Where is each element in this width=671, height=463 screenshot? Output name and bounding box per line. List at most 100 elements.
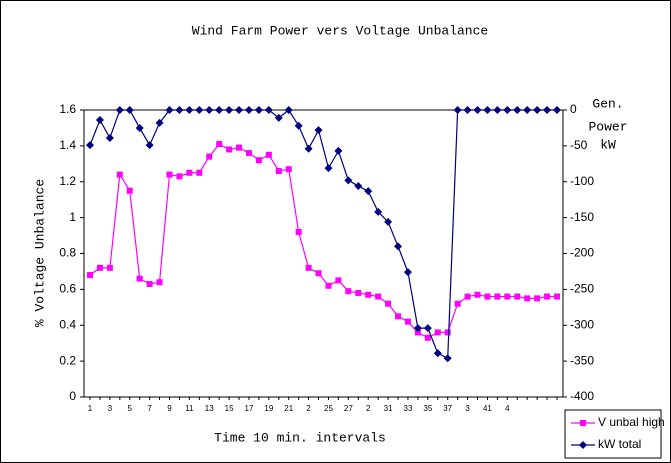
x-tick-label: 17 [245,404,254,413]
point [264,106,273,114]
point [126,187,133,194]
point [125,106,134,114]
point [196,169,203,176]
x-tick-label: 27 [344,404,353,413]
point [503,106,512,114]
point [275,167,282,174]
point [579,441,587,449]
y2-axis-title: Gen. [592,96,623,111]
x-tick-label: 33 [404,404,413,413]
x-tick-label: 11 [185,404,194,413]
legend-label: V unbal high [598,415,665,429]
y-tick-label: 0.8 [59,246,76,260]
point [554,293,560,300]
point [534,295,541,302]
point [513,106,522,114]
point [295,228,302,235]
point [355,289,362,296]
point [444,329,451,336]
point [195,106,204,114]
point [325,282,332,289]
point [464,293,471,300]
point [514,293,521,300]
point [254,106,263,114]
point [225,106,234,114]
point [95,116,104,125]
point [443,354,452,363]
y2-tick-label: -400 [570,389,594,403]
point [375,293,382,300]
x-tick-label: 13 [205,404,214,413]
point [473,106,482,114]
x-tick-label: 41 [483,404,492,413]
point [324,164,333,173]
x-tick-label: 25 [324,404,333,413]
x-tick-label: 4 [505,404,510,413]
y-tick-label: 1 [69,210,76,224]
point [533,106,542,114]
point [175,106,184,114]
y-tick-label: 0 [69,389,76,403]
point [236,144,243,151]
point [87,272,93,279]
point [364,187,373,196]
x-tick-label: 21 [284,404,293,413]
point [265,151,272,158]
point [463,106,472,114]
x-tick-label: 5 [128,404,133,413]
point [504,293,511,300]
x-tick-label: 9 [167,404,172,413]
point [434,329,441,336]
point [294,121,303,130]
point [115,106,124,114]
point [135,123,144,132]
point [205,106,214,114]
point [235,106,244,114]
x-tick-label: 15 [225,404,234,413]
y2-tick-label: -100 [570,174,594,188]
point [105,133,114,142]
point [96,264,103,271]
point [106,264,113,271]
point [384,217,393,226]
point [483,106,492,114]
y-tick-label: 1.4 [59,138,76,152]
point [523,106,532,114]
point [414,329,421,336]
point [255,157,262,164]
point [374,207,383,216]
y-axis-title: % Voltage Unbalance [32,179,47,327]
y2-tick-label: -200 [570,246,594,260]
y-tick-label: 0.2 [59,353,76,367]
point [474,291,481,298]
point [284,106,293,114]
y2-axis-title: Power [588,119,627,134]
point [155,118,164,127]
y2-axis-title: kW [600,137,616,152]
point [354,182,363,191]
legend-box [564,409,662,459]
point [385,300,392,307]
y2-tick-label: -250 [570,282,594,296]
x-tick-label: 35 [423,404,432,413]
y-tick-label: 0.6 [59,282,76,296]
point [334,146,343,155]
x-tick-label: 2 [366,404,371,413]
point [424,334,431,341]
point [433,349,442,358]
x-tick-label: 2 [306,404,311,413]
point [344,176,353,185]
point [335,277,342,284]
point [413,324,422,333]
point [215,106,224,114]
x-tick-label: 3 [108,404,113,413]
point [345,288,352,295]
y2-tick-label: 0 [570,102,577,116]
point [493,106,502,114]
point [156,279,163,286]
point [404,318,411,325]
x-tick-label: 37 [443,404,452,413]
chart-title: Wind Farm Power vers Voltage Unbalance [192,23,488,38]
